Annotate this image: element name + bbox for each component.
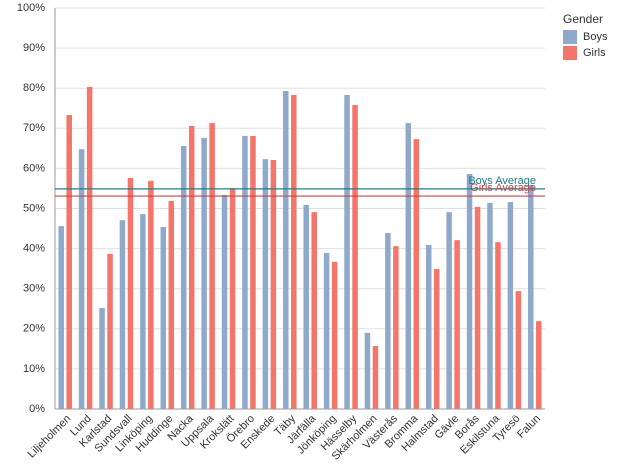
bar (283, 91, 289, 409)
bar (352, 105, 358, 410)
bar (344, 95, 350, 409)
bar (413, 139, 420, 409)
bar (107, 253, 113, 409)
bar (148, 180, 154, 409)
bar (262, 159, 269, 409)
bar (323, 253, 330, 409)
bar (372, 346, 379, 409)
bar (536, 321, 542, 409)
bar (331, 261, 338, 409)
x-tick-label: Falun (515, 413, 543, 441)
y-tick-label: 70% (23, 122, 45, 134)
y-tick-label: 40% (23, 243, 45, 255)
reference-label: Girls Average (470, 182, 536, 194)
bar (446, 212, 452, 409)
y-tick-label: 0% (29, 403, 45, 415)
bar (425, 244, 432, 409)
bar (291, 95, 297, 409)
y-tick-label: 80% (23, 82, 45, 94)
bar (58, 226, 64, 409)
bar (127, 178, 134, 409)
y-tick-label: 30% (23, 283, 45, 295)
bar (364, 332, 371, 409)
bar (507, 202, 514, 409)
y-tick-label: 100% (17, 2, 45, 14)
bar (229, 188, 236, 409)
legend-swatch (563, 46, 577, 60)
bar (99, 307, 105, 409)
bar (180, 145, 187, 409)
bar (487, 202, 493, 409)
bar (221, 194, 228, 409)
bar (209, 123, 215, 409)
bar (250, 135, 256, 409)
bar (303, 204, 309, 409)
y-tick-label: 90% (23, 42, 45, 54)
y-tick-label: 20% (23, 323, 45, 335)
bar (188, 125, 195, 410)
y-tick-label: 10% (23, 363, 45, 375)
bar (393, 246, 399, 409)
legend-swatch (563, 30, 577, 44)
bar (201, 137, 207, 409)
bar (474, 206, 481, 409)
x-tick-label: Liljeholmen (26, 413, 74, 461)
bar (86, 86, 93, 409)
bar (140, 214, 146, 409)
bar (528, 184, 534, 409)
bar (466, 174, 473, 409)
bar (168, 200, 175, 409)
bar (405, 123, 412, 409)
bar (495, 242, 501, 409)
y-tick-label: 50% (23, 202, 45, 214)
bar (119, 220, 126, 409)
legend-title: Gender (563, 12, 603, 26)
bar (270, 159, 277, 409)
bar (433, 269, 440, 409)
bar (242, 135, 248, 409)
legend-label: Boys (583, 31, 608, 43)
y-tick-label: 60% (23, 162, 45, 174)
bar (454, 240, 460, 409)
legend-label: Girls (583, 47, 606, 59)
bar (66, 115, 72, 409)
bar (311, 212, 317, 409)
bar (385, 232, 391, 409)
bar (515, 291, 522, 409)
bar (78, 149, 85, 410)
reference-label: Boys Average (468, 175, 536, 187)
bar (160, 226, 167, 409)
